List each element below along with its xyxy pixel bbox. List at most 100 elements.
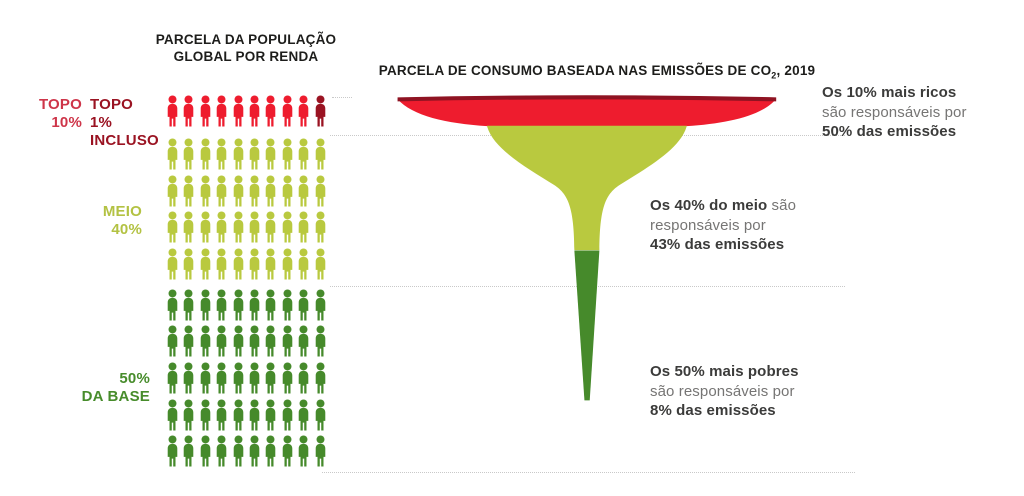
pictogram-row-bottom-50 — [166, 399, 332, 432]
annotation-middle-line1: Os 40% do meio são — [650, 196, 870, 216]
person-icon — [233, 248, 243, 280]
pictogram-row-top-10 — [166, 95, 332, 128]
annotation-rich-line1: Os 10% mais ricos — [822, 84, 957, 101]
person-icon — [233, 325, 243, 357]
left-axis-title: PARCELA DA POPULAÇÃO GLOBAL POR RENDA — [144, 31, 348, 65]
person-icon — [266, 362, 276, 394]
funnel-top-band — [397, 95, 777, 102]
person-icon — [282, 138, 293, 170]
annotation-middle-line2: responsáveis por — [650, 216, 766, 234]
person-icon — [249, 289, 260, 321]
person-icon — [315, 95, 325, 127]
person-icon — [233, 289, 243, 321]
person-icon — [315, 362, 325, 394]
person-icon — [184, 248, 194, 280]
person-icon — [167, 399, 178, 431]
label-bottom-50: 50% DA BASE — [78, 370, 150, 406]
person-icon — [200, 325, 211, 357]
person-icon — [200, 138, 211, 170]
label-middle-40-line2: 40% — [111, 221, 142, 238]
pictogram-row-bottom-50 — [166, 435, 332, 468]
person-icon — [266, 325, 276, 357]
person-icon — [315, 435, 325, 467]
label-top-10-line2: 10% — [51, 114, 82, 131]
person-icon — [315, 399, 325, 431]
person-icon — [282, 175, 293, 207]
person-icon — [167, 435, 178, 467]
annotation-middle-line1-rest: são — [767, 197, 797, 214]
person-icon — [249, 362, 260, 394]
person-icon — [200, 95, 211, 127]
person-icon — [266, 175, 276, 207]
person-icon — [249, 399, 260, 431]
person-icon — [184, 289, 194, 321]
pictogram-row-middle-40 — [166, 211, 332, 244]
label-bottom-50-line1: 50% — [119, 370, 150, 387]
person-icon — [315, 325, 325, 357]
person-icon — [216, 248, 227, 280]
person-icon — [298, 211, 309, 243]
person-icon — [315, 289, 325, 321]
person-icon — [315, 248, 325, 280]
person-icon — [298, 435, 309, 467]
person-icon — [298, 289, 309, 321]
person-icon — [266, 211, 276, 243]
person-icon — [184, 325, 194, 357]
person-icon — [200, 399, 211, 431]
person-icon — [167, 211, 178, 243]
person-icon — [184, 138, 194, 170]
person-icon — [216, 138, 227, 170]
chart-title-text: PARCELA DE CONSUMO BASEADA NAS EMISSÕES … — [378, 63, 772, 78]
left-axis-title-line2: GLOBAL POR RENDA — [173, 49, 319, 64]
chart-title-subscript: 2 — [771, 70, 777, 81]
person-icon — [167, 362, 178, 394]
person-icon — [233, 138, 243, 170]
dotted-line-top — [332, 97, 352, 98]
annotation-rich-line3: 50% das emissões — [822, 123, 957, 140]
person-icon — [216, 325, 227, 357]
person-icon — [282, 248, 293, 280]
funnel-segment-rich — [397, 97, 777, 127]
person-icon — [298, 362, 309, 394]
label-middle-40: MEIO 40% — [85, 203, 142, 239]
person-icon — [266, 248, 276, 280]
person-icon — [249, 325, 260, 357]
annotation-poor: Os 50% mais pobres são responsáveis por … — [650, 362, 870, 421]
person-icon — [315, 138, 325, 170]
person-icon — [266, 289, 276, 321]
person-icon — [282, 289, 293, 321]
person-icon — [200, 289, 211, 321]
person-icon — [266, 399, 276, 431]
funnel-segment-poor — [574, 250, 600, 401]
dotted-line-bottom — [322, 472, 855, 473]
person-icon — [282, 325, 293, 357]
person-icon — [184, 399, 194, 431]
annotation-middle: Os 40% do meio são responsáveis por 43% … — [650, 196, 870, 255]
label-top-1-line2: INCLUSO — [90, 132, 159, 149]
annotation-poor-line1: Os 50% mais pobres — [650, 363, 799, 380]
person-icon — [216, 435, 227, 467]
person-icon — [249, 435, 260, 467]
person-icon — [200, 211, 211, 243]
person-icon — [249, 95, 260, 127]
person-icon — [216, 95, 227, 127]
person-icon — [315, 211, 325, 243]
person-icon — [184, 362, 194, 394]
person-icon — [233, 435, 243, 467]
person-icon — [266, 435, 276, 467]
person-icon — [200, 362, 211, 394]
annotation-poor-line3: 8% das emissões — [650, 402, 776, 419]
person-icon — [233, 399, 243, 431]
funnel-segment-middle — [486, 125, 687, 251]
funnel-chart — [397, 95, 777, 401]
person-icon — [200, 175, 211, 207]
person-icon — [233, 175, 243, 207]
person-icon — [233, 362, 243, 394]
person-icon — [298, 95, 309, 127]
person-icon — [249, 248, 260, 280]
chart-title: PARCELA DE CONSUMO BASEADA NAS EMISSÕES … — [347, 62, 847, 85]
pictogram-row-bottom-50 — [166, 289, 332, 322]
person-icon — [315, 175, 325, 207]
person-icon — [249, 211, 260, 243]
